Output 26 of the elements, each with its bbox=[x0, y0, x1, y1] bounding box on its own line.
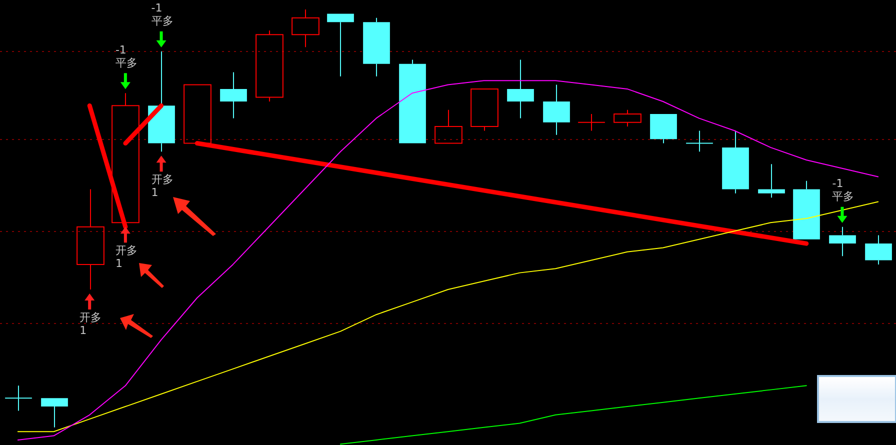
candlestick bbox=[578, 114, 606, 132]
candlestick bbox=[399, 59, 426, 144]
candlestick bbox=[292, 9, 320, 48]
candlestick bbox=[865, 234, 892, 265]
candlestick bbox=[758, 164, 785, 198]
candlestick bbox=[76, 188, 104, 290]
candlestick bbox=[686, 130, 714, 152]
candlestick bbox=[507, 59, 534, 119]
annotation: -1 平多 bbox=[151, 2, 174, 28]
annotation: -1 平多 bbox=[832, 177, 854, 204]
candlestick bbox=[148, 50, 175, 152]
annotation: 开多 1 bbox=[115, 244, 138, 270]
candlestick bbox=[650, 114, 677, 144]
annotation: 开多 1 bbox=[151, 172, 174, 199]
candlestick bbox=[41, 398, 68, 428]
candlestick bbox=[434, 109, 462, 144]
annotation: 开多 1 bbox=[80, 310, 102, 337]
candlestick bbox=[4, 385, 32, 412]
candlestick bbox=[722, 130, 749, 194]
candlestick bbox=[220, 72, 247, 119]
annotation: -1 平多 bbox=[115, 43, 138, 70]
candlestick bbox=[363, 17, 390, 77]
candlestick bbox=[327, 14, 354, 77]
candlestick bbox=[543, 84, 570, 136]
candlestick bbox=[829, 226, 856, 257]
candlestick bbox=[793, 180, 820, 240]
